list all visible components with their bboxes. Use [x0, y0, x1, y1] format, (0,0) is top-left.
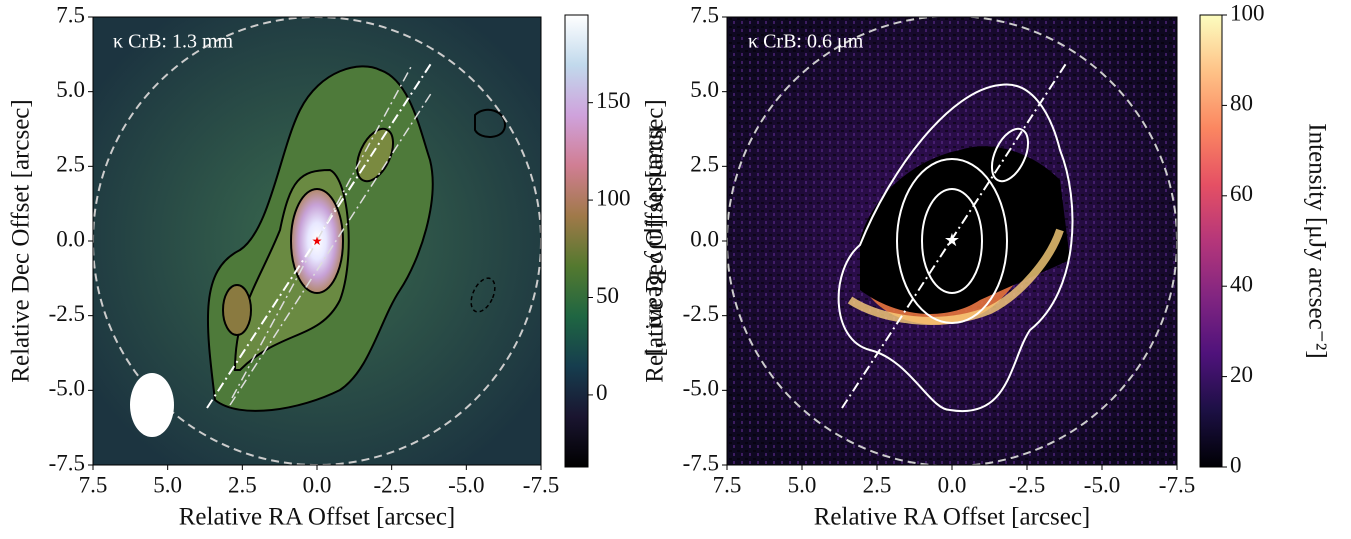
x-tick-label: -5.0 — [448, 472, 484, 497]
y-axis-label: Relative Dec Offset [arcsec] — [8, 99, 35, 382]
colorbar-tick-label: 50 — [596, 283, 619, 308]
colorbar-label: Intensity [μJy Beam⁻¹] — [643, 125, 670, 356]
svg-text:★: ★ — [312, 234, 323, 248]
colorbar-tick-label: 20 — [1230, 362, 1253, 387]
y-tick-label: 7.5 — [56, 2, 85, 27]
colorbar-tick-label: 0 — [1230, 452, 1242, 477]
y-tick-label: -7.5 — [49, 450, 85, 475]
x-tick-label: -7.5 — [523, 472, 559, 497]
y-tick-label: 5.0 — [690, 77, 719, 102]
colorbar-tick-label: 60 — [1230, 181, 1253, 206]
x-tick-label: 5.0 — [788, 472, 817, 497]
colorbar-tick-label: 80 — [1230, 91, 1253, 116]
y-tick-label: -5.0 — [683, 376, 719, 401]
x-tick-label: 2.5 — [863, 472, 892, 497]
x-tick-label: -2.5 — [373, 472, 409, 497]
image-1: ★ — [93, 17, 541, 465]
y-tick-label: 2.5 — [56, 152, 85, 177]
y-tick-label: 0.0 — [56, 226, 85, 251]
y-tick-label: -2.5 — [49, 301, 85, 326]
y-tick-label: -7.5 — [683, 450, 719, 475]
annotation: κ CrB: 0.6 μm — [748, 31, 864, 53]
x-tick-label: 2.5 — [228, 472, 257, 497]
colorbar — [564, 14, 589, 468]
x-tick-label: -5.0 — [1084, 472, 1120, 497]
colorbar-tick-label: 150 — [596, 88, 631, 113]
x-axis-label: Relative RA Offset [arcsec] — [814, 504, 1091, 531]
y-tick-label: -2.5 — [683, 301, 719, 326]
y-tick-label: -5.0 — [49, 376, 85, 401]
colorbar-tick-label: 40 — [1230, 271, 1253, 296]
x-tick-label: -2.5 — [1009, 472, 1045, 497]
y-tick-label: 5.0 — [56, 77, 85, 102]
x-tick-label: 7.5 — [79, 472, 108, 497]
y-tick-label: 0.0 — [690, 226, 719, 251]
y-tick-label: 7.5 — [690, 2, 719, 27]
colorbar — [1199, 14, 1223, 468]
y-axis-label: Relative Dec Offset [arcsec] — [642, 99, 669, 382]
x-tick-label: 0.0 — [938, 472, 967, 497]
x-tick-label: 0.0 — [303, 472, 332, 497]
annotation: κ CrB: 1.3 mm — [113, 31, 234, 53]
x-tick-label: -7.5 — [1159, 472, 1195, 497]
colorbar-tick-label: 100 — [1230, 0, 1265, 25]
colorbar-tick-label: 100 — [596, 185, 631, 210]
svg-text:★: ★ — [944, 230, 960, 250]
x-tick-label: 5.0 — [153, 472, 182, 497]
y-tick-label: 2.5 — [690, 152, 719, 177]
colorbar-tick-label: 0 — [596, 380, 608, 405]
colorbar-label: Intensity [μJy arcsec⁻²] — [1303, 123, 1330, 358]
x-axis-label: Relative RA Offset [arcsec] — [179, 504, 456, 531]
x-tick-label: 7.5 — [713, 472, 742, 497]
image-2: ★ — [727, 17, 1177, 465]
